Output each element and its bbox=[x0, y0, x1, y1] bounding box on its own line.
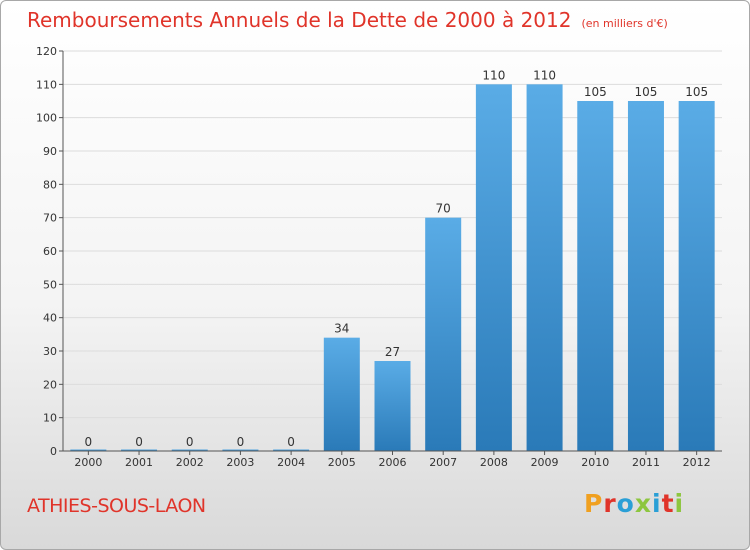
bar-value-label: 105 bbox=[635, 85, 658, 99]
bar-2003 bbox=[222, 449, 259, 451]
chart-title: Remboursements Annuels de la Dette de 20… bbox=[27, 8, 572, 32]
logo-letter: i bbox=[652, 489, 662, 518]
bar-value-label: 110 bbox=[533, 68, 556, 82]
x-tick-label: 2010 bbox=[581, 456, 609, 469]
y-tick-label: 20 bbox=[43, 378, 57, 391]
bar-2011 bbox=[627, 101, 664, 451]
x-tick-label: 2003 bbox=[226, 456, 254, 469]
logo-letter: r bbox=[603, 489, 617, 518]
logo-letter: x bbox=[634, 489, 652, 518]
y-tick-label: 30 bbox=[43, 345, 57, 358]
bar-2012 bbox=[678, 101, 715, 451]
y-tick-label: 120 bbox=[36, 45, 57, 58]
y-tick-label: 50 bbox=[43, 278, 57, 291]
bar-value-label: 110 bbox=[482, 68, 505, 82]
y-tick-label: 60 bbox=[43, 245, 57, 258]
y-tick-label: 90 bbox=[43, 145, 57, 158]
y-tick-label: 70 bbox=[43, 212, 57, 225]
x-tick-label: 2009 bbox=[531, 456, 559, 469]
bar-value-label: 70 bbox=[436, 202, 451, 216]
x-tick-label: 2001 bbox=[125, 456, 153, 469]
bar-2002 bbox=[171, 449, 208, 451]
bar-value-label: 0 bbox=[135, 435, 143, 449]
x-tick-label: 2000 bbox=[74, 456, 102, 469]
bar-value-label: 0 bbox=[186, 435, 194, 449]
x-tick-label: 2008 bbox=[480, 456, 508, 469]
x-tick-label: 2011 bbox=[632, 456, 660, 469]
bar-value-label: 0 bbox=[85, 435, 93, 449]
bar-2007 bbox=[425, 217, 462, 451]
bar-2001 bbox=[121, 449, 158, 451]
x-tick-label: 2012 bbox=[683, 456, 711, 469]
bar-2005 bbox=[323, 337, 360, 451]
logo-letter: o bbox=[616, 489, 635, 518]
bar-value-label: 105 bbox=[584, 85, 607, 99]
commune-name: ATHIES-SOUS-LAON bbox=[27, 495, 206, 517]
y-tick-label: 80 bbox=[43, 178, 57, 191]
bar-value-label: 27 bbox=[385, 345, 400, 359]
chart-unit: (en milliers d'€) bbox=[581, 17, 668, 30]
y-tick-label: 40 bbox=[43, 312, 57, 325]
bar-value-label: 105 bbox=[685, 85, 708, 99]
logo-letter: P bbox=[584, 489, 604, 518]
bar-2006 bbox=[374, 361, 411, 451]
y-tick-label: 10 bbox=[43, 412, 57, 425]
y-tick-label: 110 bbox=[36, 78, 57, 91]
y-tick-label: 100 bbox=[36, 112, 57, 125]
bar-value-label: 0 bbox=[237, 435, 245, 449]
chart-title-block: Remboursements Annuels de la Dette de 20… bbox=[27, 8, 668, 32]
x-tick-label: 2004 bbox=[277, 456, 305, 469]
bar-2000 bbox=[70, 449, 107, 451]
proxiti-logo: Proxiti bbox=[584, 489, 684, 518]
bar-2009 bbox=[526, 84, 563, 451]
x-tick-label: 2006 bbox=[379, 456, 407, 469]
x-tick-label: 2005 bbox=[328, 456, 356, 469]
bar-2010 bbox=[577, 101, 614, 451]
logo-letter: t bbox=[661, 489, 675, 518]
bar-2004 bbox=[273, 449, 310, 451]
x-tick-label: 2002 bbox=[176, 456, 204, 469]
logo-letter: i bbox=[674, 489, 685, 518]
bar-value-label: 0 bbox=[287, 435, 295, 449]
bar-2008 bbox=[475, 84, 512, 451]
x-tick-label: 2007 bbox=[429, 456, 457, 469]
y-tick-label: 0 bbox=[50, 445, 57, 458]
bar-value-label: 34 bbox=[334, 322, 349, 336]
